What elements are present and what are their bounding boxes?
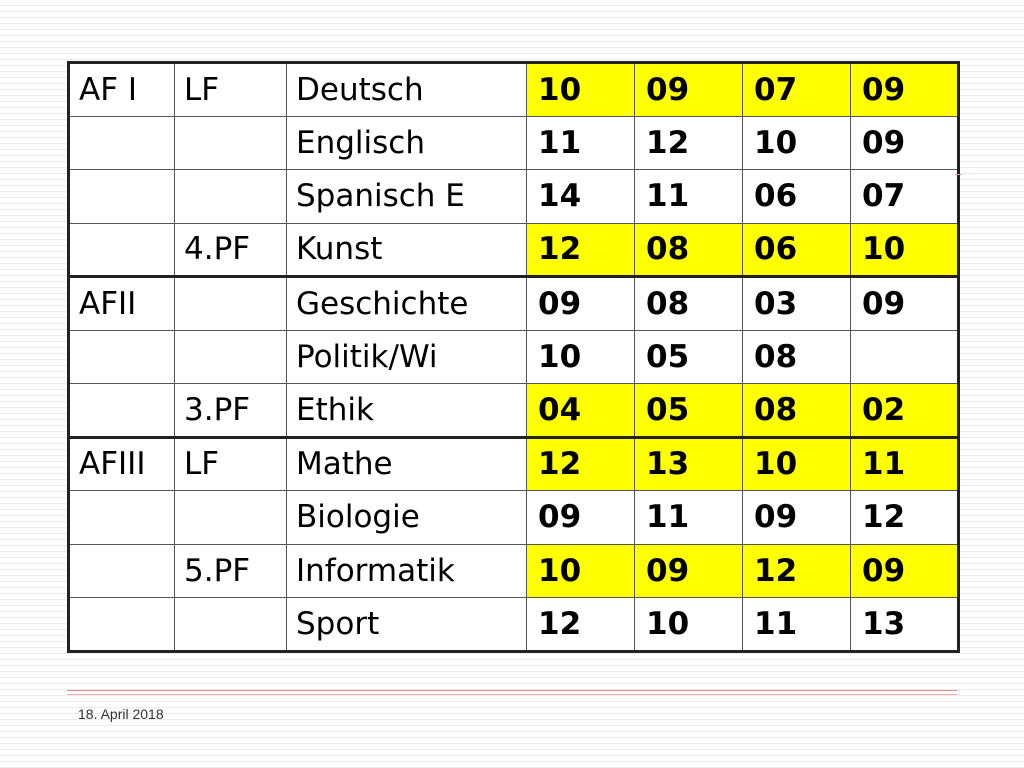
type-cell: [174, 115, 287, 170]
grade-cell: 09: [850, 275, 959, 331]
grade-cell: 09: [634, 543, 743, 598]
subject-cell: Mathe: [286, 435, 527, 491]
area-cell: [68, 169, 175, 224]
footer-divider-secondary: [67, 694, 957, 695]
grade-cell: 10: [742, 115, 851, 170]
grade-cell: 06: [742, 169, 851, 224]
grade-cell: 10: [850, 222, 959, 277]
area-cell: AFIII: [68, 435, 175, 491]
grade-cell: 09: [850, 115, 959, 170]
grade-cell: 02: [850, 383, 959, 438]
subject-cell: Spanisch E: [286, 169, 527, 224]
grade-cell: 03: [742, 275, 851, 331]
table-row: 3.PF Ethik 04 05 08 02: [68, 383, 959, 438]
grade-cell: 08: [634, 222, 743, 277]
grade-cell: 12: [526, 597, 635, 652]
table-row: AF I LF Deutsch 10 09 07 09: [68, 62, 959, 117]
subject-cell: Sport: [286, 597, 527, 652]
table-row: Spanisch E 14 11 06 07: [68, 169, 959, 224]
grade-cell: 09: [850, 62, 959, 117]
grade-cell: 09: [850, 543, 959, 598]
grade-cell: 12: [634, 115, 743, 170]
type-cell: [174, 329, 287, 384]
table-row: 5.PF Informatik 10 09 12 09: [68, 543, 959, 598]
table-row: Biologie 09 11 09 12: [68, 490, 959, 545]
grade-cell: 10: [526, 62, 635, 117]
grade-cell: 12: [526, 435, 635, 491]
grade-cell: 08: [742, 383, 851, 438]
area-cell: [68, 115, 175, 170]
table-row: Englisch 11 12 10 09: [68, 115, 959, 170]
subject-cell: Deutsch: [286, 62, 527, 117]
grade-cell: 09: [634, 62, 743, 117]
grade-cell: 06: [742, 222, 851, 277]
grade-cell: 14: [526, 169, 635, 224]
footer-date: 18. April 2018: [78, 706, 164, 722]
grade-cell: 12: [850, 490, 959, 545]
table-row: 4.PF Kunst 12 08 06 10: [68, 222, 959, 277]
type-cell: 5.PF: [174, 543, 287, 598]
area-cell: [68, 383, 175, 438]
grade-cell: 11: [634, 169, 743, 224]
table-row: AFII Geschichte 09 08 03 09: [68, 275, 959, 331]
subject-cell: Englisch: [286, 115, 527, 170]
grade-cell: 05: [634, 383, 743, 438]
type-cell: LF: [174, 435, 287, 491]
grade-cell: 08: [634, 275, 743, 331]
area-cell: [68, 597, 175, 652]
subject-cell: Informatik: [286, 543, 527, 598]
grade-cell: 08: [742, 329, 851, 384]
grades-table: AF I LF Deutsch 10 09 07 09 Englisch 11 12 10 09 Spa…: [67, 61, 960, 653]
area-cell: [68, 543, 175, 598]
grade-cell: 09: [526, 275, 635, 331]
table-row: Politik/Wi 10 05 08: [68, 329, 959, 384]
table-row: Sport 12 10 11 13: [68, 597, 959, 652]
type-cell: [174, 490, 287, 545]
area-cell: [68, 490, 175, 545]
area-cell: AFII: [68, 275, 175, 331]
grade-cell: 10: [526, 543, 635, 598]
decorative-tick: [955, 174, 961, 175]
table-row: AFIII LF Mathe 12 13 10 11: [68, 435, 959, 491]
subject-cell: Kunst: [286, 222, 527, 277]
grade-cell: 07: [850, 169, 959, 224]
type-cell: [174, 169, 287, 224]
grades-table-body: AF I LF Deutsch 10 09 07 09 Englisch 11 12 10 09 Spa…: [68, 62, 959, 652]
grade-cell: 10: [742, 435, 851, 491]
grade-cell: 13: [850, 597, 959, 652]
subject-cell: Geschichte: [286, 275, 527, 331]
grade-cell: 12: [526, 222, 635, 277]
grade-cell: 11: [526, 115, 635, 170]
subject-cell: Politik/Wi: [286, 329, 527, 384]
grade-cell: 04: [526, 383, 635, 438]
subject-cell: Biologie: [286, 490, 527, 545]
grade-cell: 09: [742, 490, 851, 545]
type-cell: LF: [174, 62, 287, 117]
area-cell: AF I: [68, 62, 175, 117]
type-cell: [174, 275, 287, 331]
footer-divider: [67, 690, 957, 691]
grade-cell: 10: [634, 597, 743, 652]
grade-cell: 13: [634, 435, 743, 491]
area-cell: [68, 329, 175, 384]
grade-cell: 12: [742, 543, 851, 598]
area-cell: [68, 222, 175, 277]
grade-cell: 07: [742, 62, 851, 117]
type-cell: 3.PF: [174, 383, 287, 438]
grade-cell: 10: [526, 329, 635, 384]
grade-cell: 11: [742, 597, 851, 652]
grade-cell: 09: [526, 490, 635, 545]
type-cell: [174, 597, 287, 652]
type-cell: 4.PF: [174, 222, 287, 277]
grade-cell: 11: [634, 490, 743, 545]
grade-cell: 11: [850, 435, 959, 491]
subject-cell: Ethik: [286, 383, 527, 438]
grade-cell: [850, 329, 959, 384]
grade-cell: 05: [634, 329, 743, 384]
